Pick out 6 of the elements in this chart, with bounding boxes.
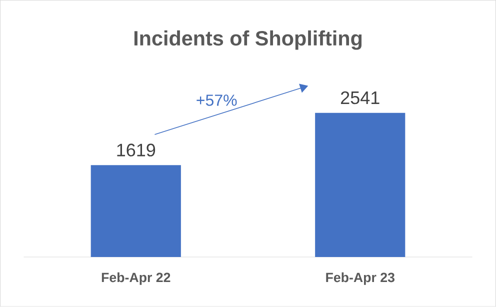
x-tick-label: Feb-Apr 22 [102, 272, 170, 285]
text: +57% [196, 94, 237, 106]
data-label: 1619 [117, 144, 156, 157]
x-tick-label: Feb-Apr 23 [326, 272, 394, 285]
data-label: 2541 [340, 91, 380, 104]
chart-title: Incidents of Shoplifting [134, 30, 362, 50]
